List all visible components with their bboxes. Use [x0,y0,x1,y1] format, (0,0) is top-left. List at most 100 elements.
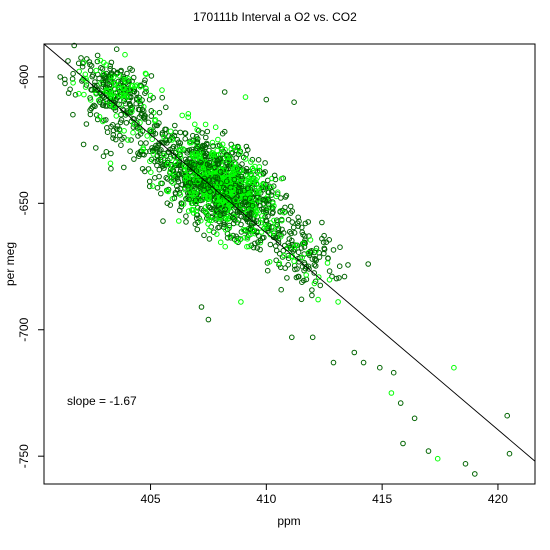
data-point-dark [238,221,244,228]
data-point-dark [116,126,123,132]
data-point-dark [120,73,127,80]
data-point-dark [255,239,261,245]
data-point-bright [83,78,90,84]
data-point-dark [127,148,133,154]
data-point-dark [242,195,249,202]
data-point-dark [94,52,101,59]
data-point-dark [186,189,192,196]
data-point-bright [258,229,265,235]
data-point-dark [96,75,102,82]
data-point-dark [118,142,124,148]
x-tick-label: 415 [372,492,392,506]
data-point-bright [252,212,258,218]
data-point-bright [451,364,457,371]
data-point-bright [122,78,129,85]
data-point-dark [156,166,163,173]
data-point-dark [506,450,513,457]
data-point-bright [228,146,234,153]
data-point-dark [301,267,307,274]
data-point-dark [218,180,224,186]
data-point-dark [221,89,228,95]
data-point-dark [87,95,93,101]
data-point-bright [113,113,120,119]
data-point-bright [192,121,198,128]
data-point-bright [200,188,206,195]
data-point-dark [177,140,184,146]
data-point-dark [156,109,163,116]
data-point-dark [206,162,213,169]
data-point-bright [242,156,249,162]
data-point-bright [108,91,114,98]
x-tick-label: 420 [488,492,508,506]
data-point-bright [434,455,441,462]
data-point-dark [316,254,323,260]
data-point-bright [169,163,176,169]
data-point-dark [231,176,238,183]
data-point-bright [326,277,333,283]
data-point-bright [116,72,123,79]
data-points [57,42,513,477]
data-point-dark [131,156,137,162]
data-point-bright [260,181,267,187]
data-point-bright [70,80,76,86]
data-point-dark [271,172,278,179]
data-point-bright [190,207,197,213]
data-point-dark [290,224,297,231]
data-point-dark [103,149,110,155]
data-point-dark [233,202,239,209]
data-point-dark [287,203,294,210]
data-point-bright [256,189,262,196]
data-point-dark [198,197,204,204]
data-point-bright [115,82,121,88]
data-point-dark [214,206,220,213]
data-point-dark [102,74,108,80]
data-point-bright [187,140,193,146]
data-point-dark [174,186,181,193]
data-point-dark [113,46,120,53]
data-point-bright [224,171,230,177]
data-point-dark [97,99,103,105]
data-point-dark [161,161,167,168]
data-point-bright [159,87,165,93]
x-axis-label: ppm [277,514,300,528]
data-point-dark [195,127,202,134]
data-point-bright [195,178,201,185]
data-point-dark [309,287,315,293]
data-point-dark [72,92,79,98]
data-point-bright [80,75,87,82]
data-point-bright [143,71,149,77]
data-point-bright [118,101,124,108]
data-point-dark [176,171,182,177]
data-point-dark [103,117,109,123]
data-point-bright [214,231,220,237]
data-point-bright [315,296,321,303]
data-point-bright [206,194,212,200]
data-point-dark [94,58,101,65]
data-point-dark [78,55,84,61]
data-point-bright [202,121,209,128]
data-point-dark [142,77,148,83]
y-tick-label: -750 [17,444,31,468]
data-point-bright [209,188,216,195]
data-point-dark [289,334,295,341]
data-point-dark [182,130,188,136]
data-point-bright [300,240,307,247]
data-point-dark [241,187,247,194]
data-point-dark [283,192,290,199]
data-point-dark [189,159,195,166]
data-point-dark [143,140,149,146]
data-point-bright [242,94,249,100]
data-point-dark [187,164,193,171]
data-point-dark [100,81,107,88]
data-point-dark [159,180,165,187]
data-point-bright [313,248,319,254]
data-point-dark [265,189,272,196]
data-point-bright [104,88,111,95]
data-point-bright [100,118,106,125]
data-point-bright [303,272,310,278]
data-point-bright [222,227,229,233]
data-point-dark [171,132,178,139]
data-point-dark [312,256,318,263]
data-point-dark [278,286,285,293]
